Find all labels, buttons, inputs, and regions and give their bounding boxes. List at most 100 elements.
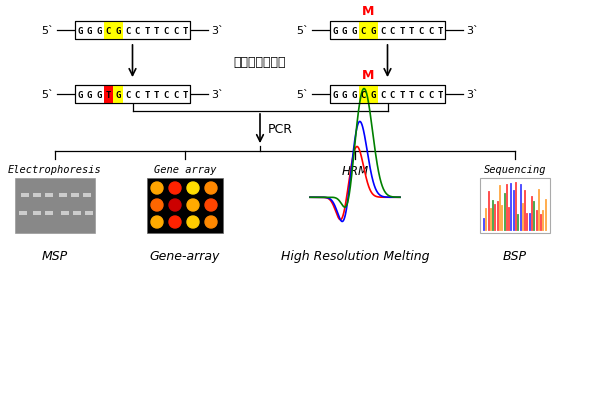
Text: T: T	[106, 90, 111, 99]
Text: T: T	[154, 26, 159, 36]
Text: C: C	[428, 26, 433, 36]
Text: 5`: 5`	[41, 90, 54, 100]
Bar	[75, 86, 190, 104]
Circle shape	[151, 183, 163, 195]
Bar	[359, 86, 368, 104]
Text: 3`: 3`	[211, 90, 224, 100]
Text: 3`: 3`	[466, 90, 479, 100]
Text: HRM: HRM	[341, 165, 368, 178]
Text: T: T	[144, 26, 149, 36]
Text: C: C	[361, 26, 366, 36]
Text: C: C	[389, 90, 395, 99]
Bar	[147, 178, 223, 233]
Text: G: G	[96, 26, 101, 36]
Bar	[45, 194, 53, 197]
Bar	[59, 194, 67, 197]
Text: 5`: 5`	[41, 26, 54, 36]
Circle shape	[151, 199, 163, 211]
Text: T: T	[154, 90, 159, 99]
Text: 3`: 3`	[466, 26, 479, 36]
Circle shape	[205, 183, 217, 195]
Text: 3`: 3`	[211, 26, 224, 36]
Text: T: T	[182, 26, 188, 36]
Text: 5`: 5`	[296, 90, 309, 100]
Text: T: T	[409, 26, 414, 36]
Text: M: M	[362, 5, 374, 18]
Circle shape	[169, 199, 181, 211]
Text: T: T	[437, 26, 443, 36]
Text: C: C	[418, 26, 424, 36]
Text: G: G	[370, 26, 376, 36]
Text: C: C	[125, 26, 130, 36]
Text: T: T	[409, 90, 414, 99]
Bar	[104, 22, 113, 40]
Text: C: C	[389, 26, 395, 36]
Bar	[330, 22, 445, 40]
Text: G: G	[86, 26, 92, 36]
Bar	[330, 22, 445, 40]
Text: G: G	[332, 90, 337, 99]
Text: Gene array: Gene array	[154, 165, 216, 175]
Text: 5`: 5`	[296, 26, 309, 36]
Circle shape	[187, 216, 199, 228]
Text: C: C	[163, 26, 169, 36]
Text: G: G	[370, 90, 376, 99]
Text: G: G	[77, 26, 82, 36]
Bar	[113, 86, 123, 104]
Text: G: G	[351, 26, 356, 36]
Text: G: G	[332, 26, 337, 36]
Text: T: T	[182, 90, 188, 99]
Circle shape	[205, 199, 217, 211]
Circle shape	[187, 199, 199, 211]
Text: C: C	[380, 26, 385, 36]
Text: MSP: MSP	[42, 249, 68, 262]
Circle shape	[205, 216, 217, 228]
Text: G: G	[341, 90, 347, 99]
Text: G: G	[96, 90, 101, 99]
Text: Sequencing: Sequencing	[484, 165, 546, 175]
Text: G: G	[115, 26, 121, 36]
Text: C: C	[380, 90, 385, 99]
Bar	[75, 22, 190, 40]
Text: High Resolution Melting: High Resolution Melting	[281, 249, 429, 262]
Text: G: G	[86, 90, 92, 99]
Bar	[45, 211, 53, 215]
Bar	[330, 86, 445, 104]
Bar	[85, 211, 93, 215]
Text: C: C	[125, 90, 130, 99]
Bar	[73, 211, 81, 215]
Text: C: C	[418, 90, 424, 99]
Text: M: M	[362, 69, 374, 82]
Text: G: G	[115, 90, 121, 99]
Bar	[83, 194, 91, 197]
Text: C: C	[361, 90, 366, 99]
Bar	[21, 194, 29, 197]
Circle shape	[169, 216, 181, 228]
Circle shape	[169, 183, 181, 195]
Text: 亚硫酸氢鈢修饰: 亚硫酸氢鈢修饰	[234, 55, 286, 68]
Bar	[33, 211, 41, 215]
Text: C: C	[106, 26, 111, 36]
Bar	[480, 178, 550, 233]
Text: PCR: PCR	[268, 123, 293, 136]
Bar	[61, 211, 69, 215]
Bar	[75, 86, 190, 104]
Text: C: C	[173, 90, 178, 99]
Text: C: C	[173, 26, 178, 36]
Bar	[19, 211, 27, 215]
Text: T: T	[399, 26, 404, 36]
Text: C: C	[134, 26, 140, 36]
Text: G: G	[77, 90, 82, 99]
Text: BSP: BSP	[503, 249, 527, 262]
Circle shape	[151, 216, 163, 228]
Bar	[15, 178, 95, 233]
Bar	[368, 86, 378, 104]
Text: C: C	[163, 90, 169, 99]
Text: G: G	[341, 26, 347, 36]
Text: G: G	[351, 90, 356, 99]
Text: C: C	[428, 90, 433, 99]
Bar	[368, 22, 378, 40]
Bar	[104, 86, 113, 104]
Circle shape	[187, 183, 199, 195]
Text: Gene-array: Gene-array	[150, 249, 220, 262]
